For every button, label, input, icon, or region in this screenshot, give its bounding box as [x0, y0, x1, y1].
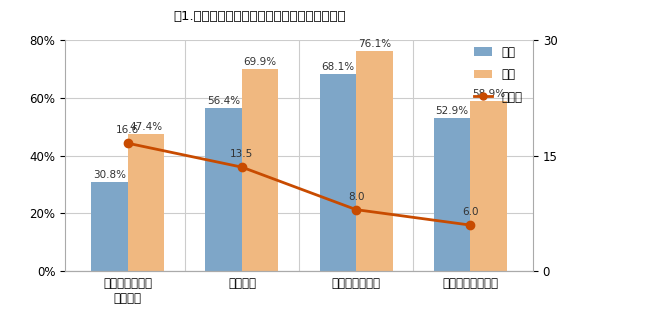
Bar: [434, 118, 470, 271]
Bar: [356, 51, 393, 271]
Text: 6.0: 6.0: [462, 207, 478, 217]
Text: 58.9%: 58.9%: [472, 88, 505, 99]
Text: 8.0: 8.0: [348, 192, 364, 202]
Text: 図1.各情報機器を「リビング」で使用する割合: 図1.各情報機器を「リビング」で使用する割合: [174, 10, 346, 23]
Legend: 男性, 女性, 男女差: 男性, 女性, 男女差: [469, 41, 527, 108]
Bar: [470, 101, 507, 271]
Bar: [205, 108, 242, 271]
Bar: [91, 182, 128, 271]
Text: 69.9%: 69.9%: [244, 57, 277, 67]
Text: 16.6: 16.6: [116, 125, 139, 135]
Text: 56.4%: 56.4%: [207, 96, 240, 106]
Text: 30.8%: 30.8%: [93, 170, 126, 180]
Text: 68.1%: 68.1%: [321, 62, 354, 72]
Text: 13.5: 13.5: [230, 149, 254, 160]
Text: 47.4%: 47.4%: [129, 122, 162, 132]
Text: 76.1%: 76.1%: [358, 39, 391, 49]
Bar: [242, 69, 278, 271]
Bar: [128, 134, 164, 271]
Bar: [320, 74, 356, 271]
Text: 52.9%: 52.9%: [436, 106, 469, 116]
